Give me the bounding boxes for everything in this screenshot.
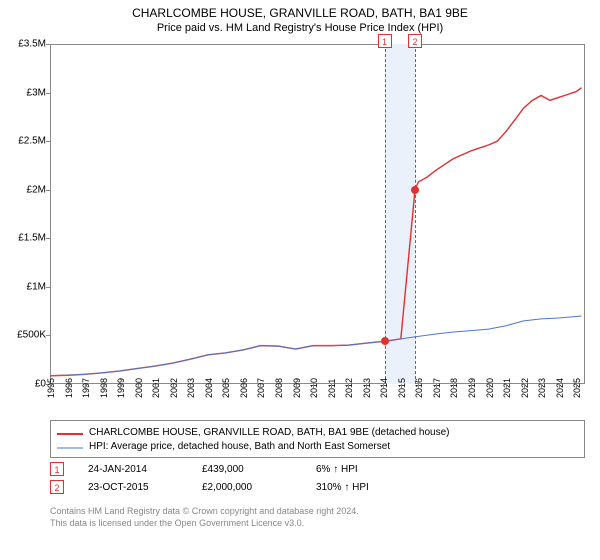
- plot-area: 12 £0£500K£1M£1.5M£2M£2.5M£3M£3.5M 19951…: [50, 44, 585, 384]
- x-tick-label: 1996: [64, 378, 74, 398]
- sale-point-dot: [381, 337, 389, 345]
- chart-root: CHARLCOMBE HOUSE, GRANVILLE ROAD, BATH, …: [0, 0, 600, 560]
- series-property: [50, 88, 581, 376]
- x-tick-label: 2006: [239, 378, 249, 398]
- x-tick-label: 2001: [151, 378, 161, 398]
- sales-table: 1 24-JAN-2014 £439,000 6% ↑ HPI 2 23-OCT…: [50, 460, 585, 496]
- x-tick-label: 2016: [414, 378, 424, 398]
- flag-box-icon: 1: [50, 462, 64, 476]
- series-hpi: [50, 316, 581, 376]
- y-tick-label: £500K: [17, 330, 46, 341]
- legend-swatch: [57, 427, 83, 438]
- flag-marker-icon: 1: [378, 34, 392, 48]
- y-tick-label: £3.5M: [18, 39, 46, 50]
- x-tick-label: 1995: [46, 378, 56, 398]
- flag-marker-icon: 2: [408, 34, 422, 48]
- flag-box-icon: 2: [50, 480, 64, 494]
- x-tick-label: 2025: [572, 378, 582, 398]
- x-tick-label: 2020: [485, 378, 495, 398]
- legend-swatch: [57, 441, 83, 452]
- x-tick-label: 2014: [379, 378, 389, 398]
- sale-price: £2,000,000: [202, 482, 292, 493]
- x-tick-label: 2015: [397, 378, 407, 398]
- chart-title: CHARLCOMBE HOUSE, GRANVILLE ROAD, BATH, …: [0, 0, 600, 22]
- x-tick-label: 1998: [99, 378, 109, 398]
- legend: CHARLCOMBE HOUSE, GRANVILLE ROAD, BATH, …: [50, 420, 585, 458]
- legend-row: CHARLCOMBE HOUSE, GRANVILLE ROAD, BATH, …: [57, 425, 578, 439]
- x-tick-label: 2005: [221, 378, 231, 398]
- sale-pct: 310% ↑ HPI: [316, 482, 369, 493]
- x-tick-label: 2024: [555, 378, 565, 398]
- x-tick-label: 1997: [81, 378, 91, 398]
- legend-row: HPI: Average price, detached house, Bath…: [57, 439, 578, 453]
- x-tick-label: 2003: [186, 378, 196, 398]
- y-tick-label: £1.5M: [18, 233, 46, 244]
- x-tick-label: 2007: [256, 378, 266, 398]
- x-tick-label: 1999: [116, 378, 126, 398]
- sale-date: 23-OCT-2015: [88, 482, 178, 493]
- x-tick-label: 2004: [204, 378, 214, 398]
- table-row: 1 24-JAN-2014 £439,000 6% ↑ HPI: [50, 460, 585, 478]
- x-tick-label: 2000: [134, 378, 144, 398]
- table-row: 2 23-OCT-2015 £2,000,000 310% ↑ HPI: [50, 478, 585, 496]
- y-tick-label: £3M: [27, 87, 46, 98]
- x-tick-label: 2010: [309, 378, 319, 398]
- line-canvas: [50, 44, 585, 384]
- sale-pct: 6% ↑ HPI: [316, 464, 358, 475]
- footer-line: Contains HM Land Registry data © Crown c…: [50, 506, 585, 518]
- legend-label: HPI: Average price, detached house, Bath…: [89, 441, 390, 452]
- x-tick-label: 2008: [274, 378, 284, 398]
- x-tick-label: 2021: [502, 378, 512, 398]
- x-tick-label: 2017: [432, 378, 442, 398]
- x-tick-label: 2012: [344, 378, 354, 398]
- x-tick-label: 2018: [449, 378, 459, 398]
- x-tick-label: 2009: [292, 378, 302, 398]
- y-tick-label: £0: [35, 379, 46, 390]
- legend-label: CHARLCOMBE HOUSE, GRANVILLE ROAD, BATH, …: [89, 427, 450, 438]
- sale-date: 24-JAN-2014: [88, 464, 178, 475]
- x-tick-label: 2023: [537, 378, 547, 398]
- y-tick-label: £2.5M: [18, 136, 46, 147]
- sale-price: £439,000: [202, 464, 292, 475]
- x-tick-label: 2002: [169, 378, 179, 398]
- x-tick-label: 2013: [362, 378, 372, 398]
- x-tick-label: 2011: [327, 379, 337, 398]
- x-tick-label: 2019: [467, 378, 477, 398]
- chart-subtitle: Price paid vs. HM Land Registry's House …: [0, 22, 600, 38]
- y-tick-label: £1M: [27, 281, 46, 292]
- x-tick-label: 2022: [520, 378, 530, 398]
- footer: Contains HM Land Registry data © Crown c…: [50, 506, 585, 529]
- sale-point-dot: [411, 186, 419, 194]
- y-tick-label: £2M: [27, 184, 46, 195]
- footer-line: This data is licensed under the Open Gov…: [50, 518, 585, 530]
